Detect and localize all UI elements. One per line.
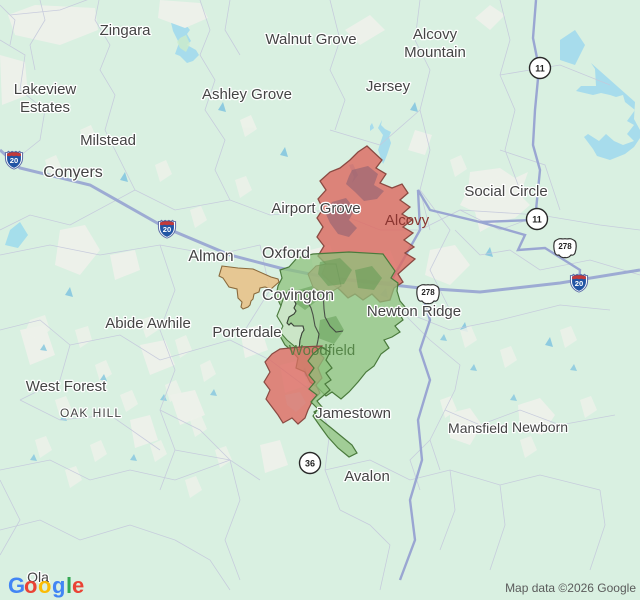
svg-text:278: 278: [421, 288, 435, 297]
svg-text:20: 20: [10, 156, 18, 165]
svg-text:Mansfield: Mansfield: [448, 420, 508, 436]
svg-text:Airport Grove: Airport Grove: [271, 200, 360, 217]
svg-text:Estates: Estates: [20, 99, 70, 116]
svg-text:36: 36: [305, 459, 315, 469]
svg-text:Newborn: Newborn: [512, 419, 568, 435]
svg-text:Social Circle: Social Circle: [464, 183, 547, 200]
svg-text:Conyers: Conyers: [43, 164, 103, 181]
svg-text:11: 11: [532, 215, 542, 225]
svg-text:Abide Awhile: Abide Awhile: [105, 315, 191, 332]
svg-text:Lakeview: Lakeview: [14, 81, 77, 98]
svg-text:20: 20: [575, 279, 583, 288]
svg-text:Mountain: Mountain: [404, 44, 466, 61]
svg-text:G: G: [8, 573, 25, 598]
svg-text:Milstead: Milstead: [80, 132, 136, 149]
svg-text:278: 278: [558, 242, 572, 251]
svg-text:Porterdale: Porterdale: [212, 324, 281, 341]
svg-text:o: o: [24, 573, 37, 598]
svg-text:Walnut Grove: Walnut Grove: [265, 31, 356, 48]
svg-text:Oxford: Oxford: [262, 245, 310, 262]
svg-text:OAK HILL: OAK HILL: [60, 406, 122, 420]
svg-text:e: e: [72, 573, 84, 598]
svg-text:11: 11: [535, 64, 545, 74]
svg-text:Jamestown: Jamestown: [315, 405, 391, 422]
svg-text:Ashley Grove: Ashley Grove: [202, 86, 292, 103]
svg-text:Zingara: Zingara: [100, 22, 152, 39]
svg-text:Covington: Covington: [262, 287, 334, 304]
svg-text:o: o: [38, 573, 51, 598]
svg-text:Almon: Almon: [188, 248, 233, 265]
svg-text:Newton Ridge: Newton Ridge: [367, 303, 461, 320]
svg-text:West Forest: West Forest: [26, 378, 107, 395]
svg-text:Jersey: Jersey: [366, 78, 411, 95]
svg-text:Map data ©2026 Google: Map data ©2026 Google: [505, 581, 636, 595]
svg-text:Avalon: Avalon: [344, 468, 390, 485]
svg-text:Alcovy: Alcovy: [385, 212, 430, 229]
svg-text:g: g: [52, 573, 65, 598]
svg-text:20: 20: [163, 225, 171, 234]
svg-text:Alcovy: Alcovy: [413, 26, 458, 43]
svg-text:Woodfield: Woodfield: [289, 342, 355, 359]
